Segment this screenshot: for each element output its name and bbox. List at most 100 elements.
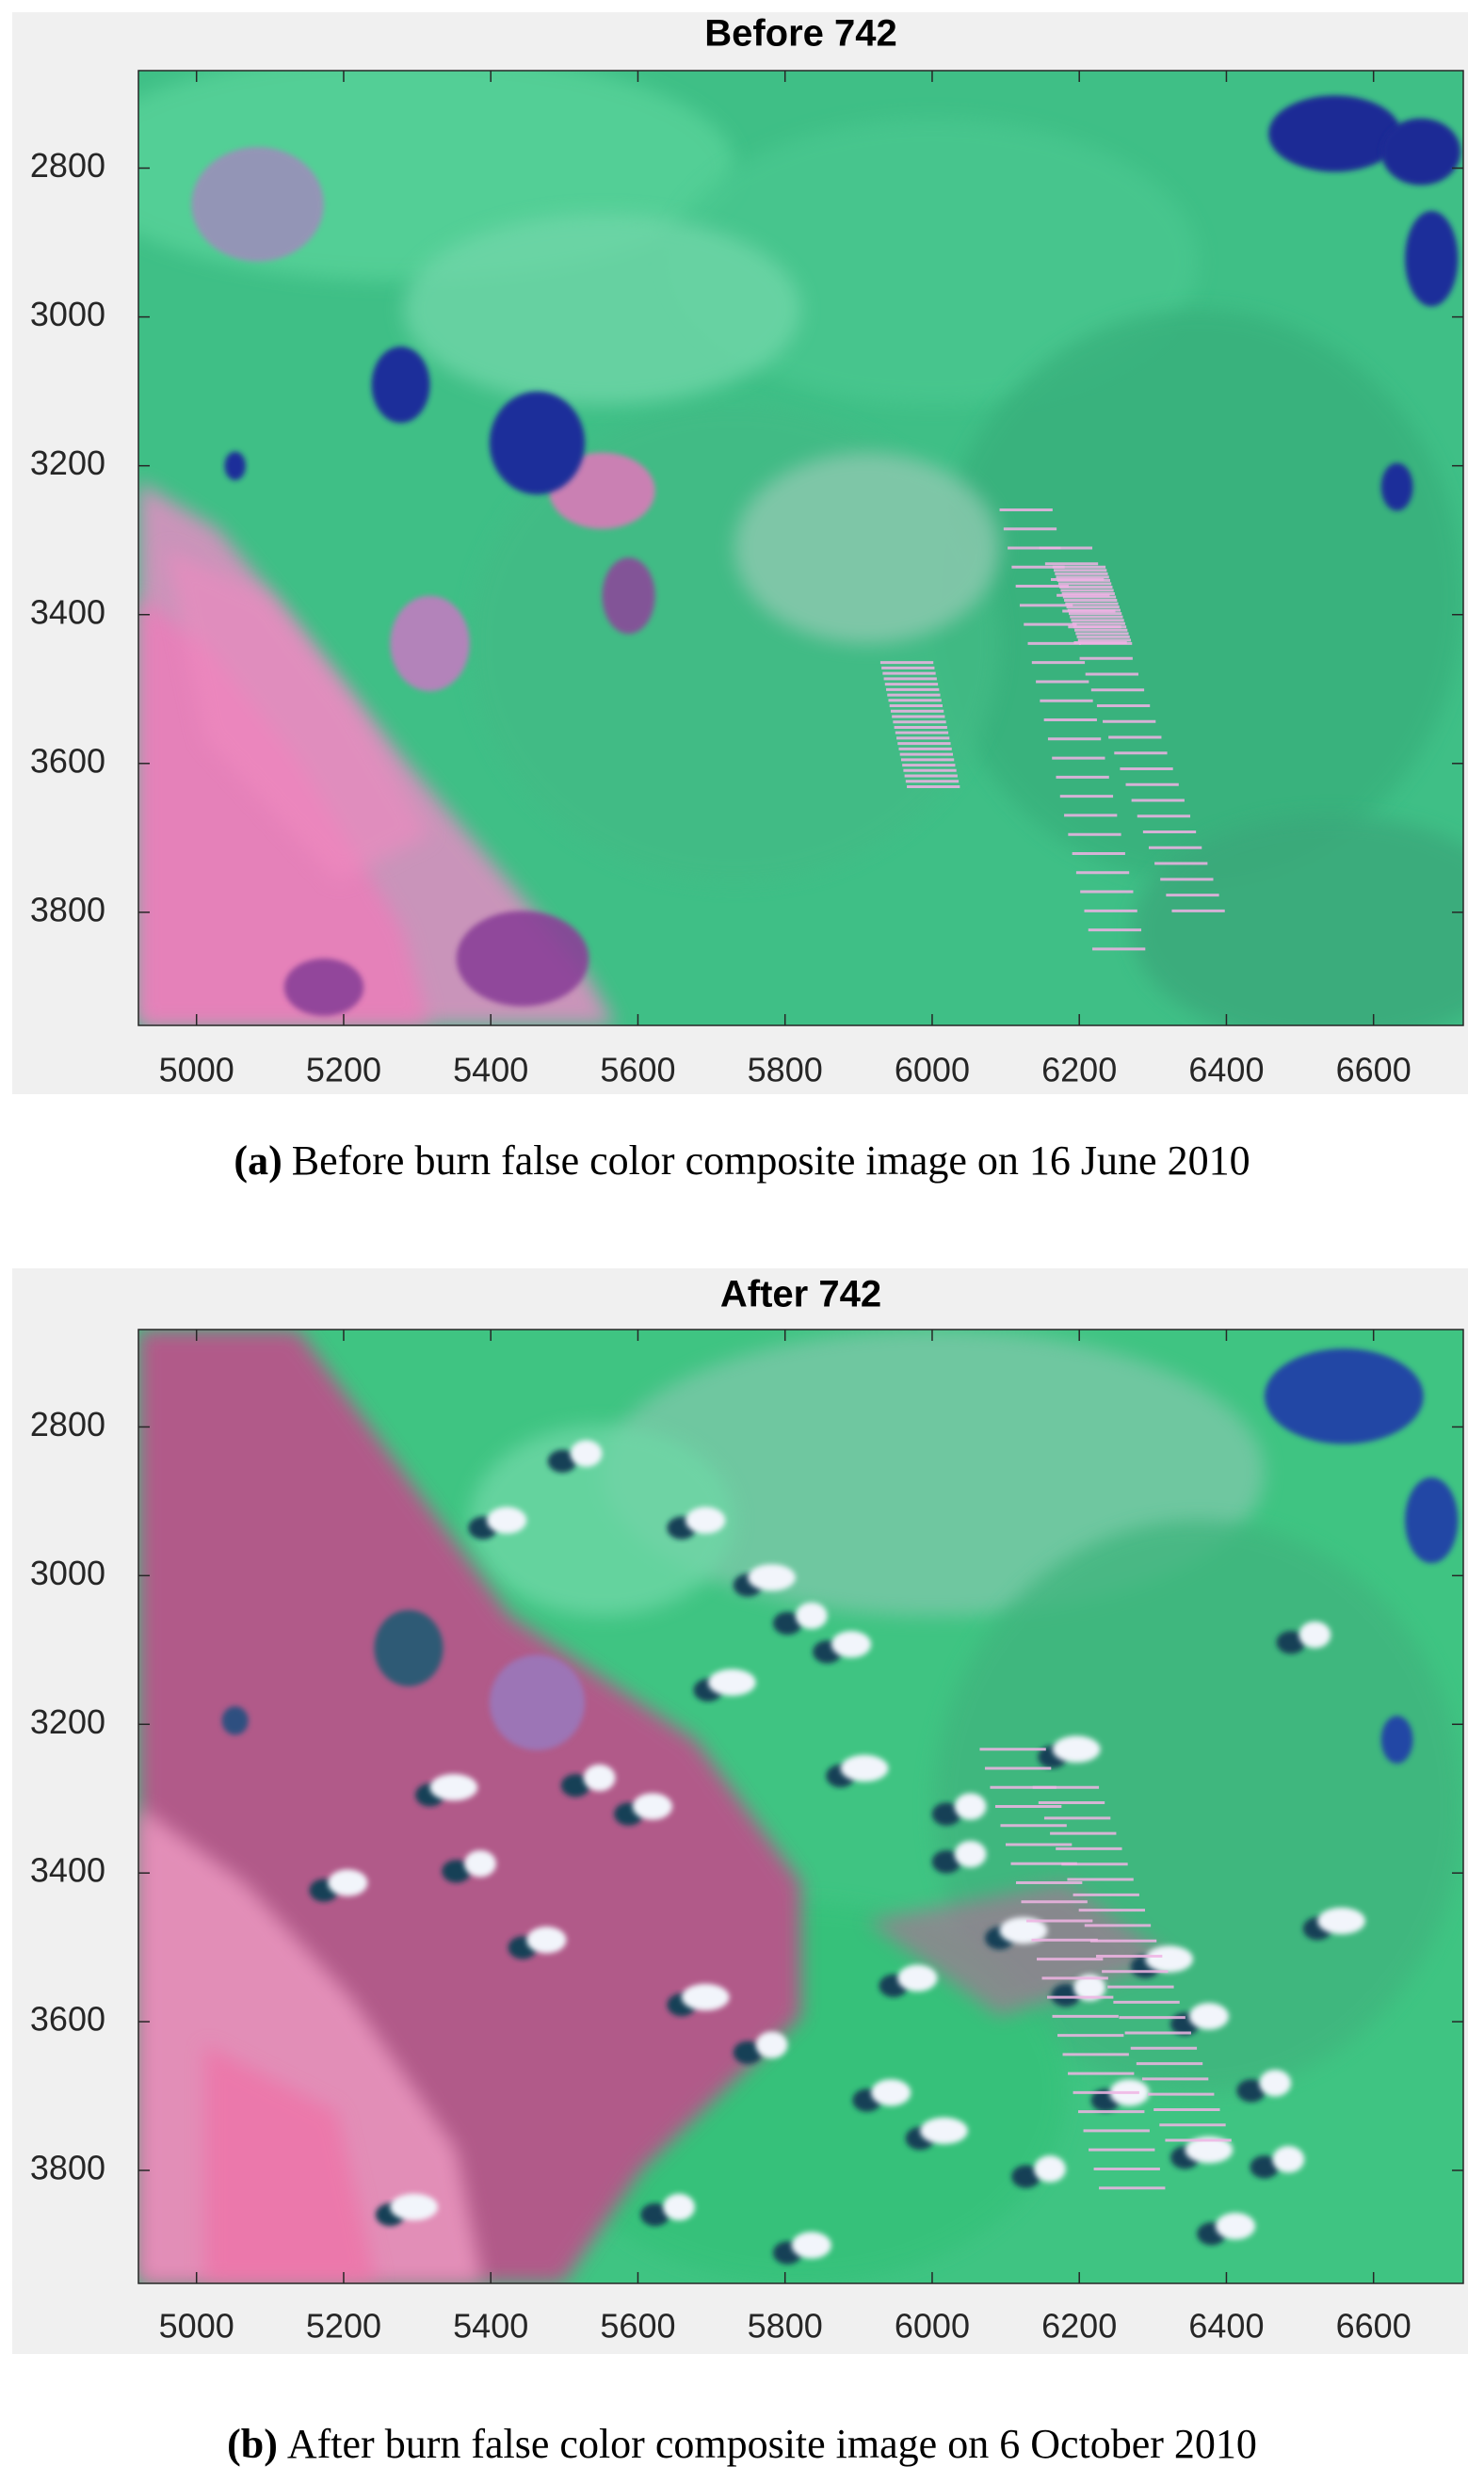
image-feature [734,452,1000,644]
image-feature [456,911,589,1007]
y-tick-label: 3200 [30,443,105,482]
caption-label: (a) [234,1137,282,1184]
image-feature [795,1602,828,1630]
image-feature [583,1764,616,1792]
image-feature [1215,2213,1256,2240]
y-tick-label: 3400 [30,592,105,631]
image-feature [1405,1477,1459,1564]
x-tick-label: 5600 [600,2307,675,2346]
satellite-image [138,71,1463,1025]
chart-title: Before 742 [704,13,897,55]
x-tick-label: 5200 [306,1051,381,1089]
x-tick-label: 6000 [895,1051,970,1089]
image-feature [686,1507,726,1534]
caption-text: After burn false color composite image o… [287,2421,1257,2467]
x-tick-label: 5600 [600,1051,675,1089]
image-feature [1051,1983,1081,2007]
image-feature [489,391,586,495]
image-feature [221,1706,249,1735]
image-feature [1236,2079,1266,2103]
image-feature [1034,2155,1066,2183]
image-feature [224,451,246,481]
image-feature [668,118,1199,405]
image-feature [1405,211,1459,307]
x-tick-label: 5400 [453,1051,528,1089]
image-feature [1188,2003,1229,2030]
image-feature [831,1631,872,1658]
y-tick-label: 3800 [30,2149,105,2187]
image-feature [390,2193,438,2221]
image-feature [1073,1974,1106,2002]
axes-box [137,70,1464,1026]
image-feature [442,1860,472,1883]
x-tick-label: 6200 [1041,2307,1117,2346]
x-tick-label: 6400 [1188,2307,1264,2346]
y-tick-label: 2800 [30,146,105,185]
image-feature [1298,1620,1331,1649]
image-feature [1380,462,1413,511]
image-feature [931,1802,961,1826]
image-feature [897,1964,938,1992]
x-tick-label: 5200 [306,2307,381,2346]
image-feature [1145,1945,1193,1973]
y-tick-label: 3800 [30,890,105,928]
image-feature [733,2040,763,2065]
axes-box [137,1329,1464,2284]
image-feature [429,1774,478,1801]
image-feature [1185,2136,1234,2164]
image-feature [1264,1348,1424,1444]
image-feature [871,2079,911,2106]
image-feature [390,595,470,692]
image-feature [1380,118,1461,185]
x-tick-label: 6000 [895,2307,970,2346]
image-feature [933,309,1463,882]
image-feature [640,2202,670,2227]
x-tick-label: 5400 [453,2307,528,2346]
image-feature [1052,1735,1101,1763]
image-feature [165,548,430,882]
x-tick-label: 5000 [159,2307,234,2346]
image-feature [772,1611,802,1636]
x-tick-label: 5800 [748,1051,823,1089]
image-feature [920,2117,968,2145]
image-feature [204,2044,378,2283]
y-tick-label: 3000 [30,1554,105,1592]
image-feature [954,1793,987,1820]
image-feature [1276,1631,1306,1654]
image-feature [954,1840,987,1868]
image-feature [931,1850,961,1874]
image-feature [464,1850,496,1878]
image-feature [791,2232,831,2259]
image-feature [755,2031,788,2058]
x-tick-label: 6200 [1041,1051,1117,1089]
y-tick-label: 3600 [30,2000,105,2039]
image-feature [748,1564,796,1591]
image-feature [1250,2155,1280,2179]
image-feature [374,1609,444,1686]
image-feature [403,214,801,405]
image-feature [570,1440,603,1467]
caption-text: Before burn false color composite image … [292,1137,1250,1184]
image-feature [1272,2146,1305,2173]
image-feature [1268,95,1401,172]
image-feature [681,1983,730,2011]
image-feature [663,2193,695,2221]
image-feature [999,1917,1048,1944]
image-feature [632,1793,673,1820]
image-feature [602,557,655,635]
image-feature [489,1654,586,1750]
y-tick-label: 3200 [30,1702,105,1741]
y-tick-label: 3600 [30,741,105,780]
x-tick-label: 6600 [1336,1051,1411,1089]
y-tick-label: 3400 [30,1851,105,1890]
y-tick-label: 2800 [30,1405,105,1443]
image-feature [547,1449,577,1473]
image-feature [1011,2165,1041,2188]
image-feature [560,1774,590,1798]
image-feature [1380,1716,1413,1764]
satellite-image [138,1330,1463,2283]
image-feature [840,1754,889,1782]
image-feature [469,1425,735,1616]
caption: (a) Before burn false color composite ima… [234,1137,1250,1184]
